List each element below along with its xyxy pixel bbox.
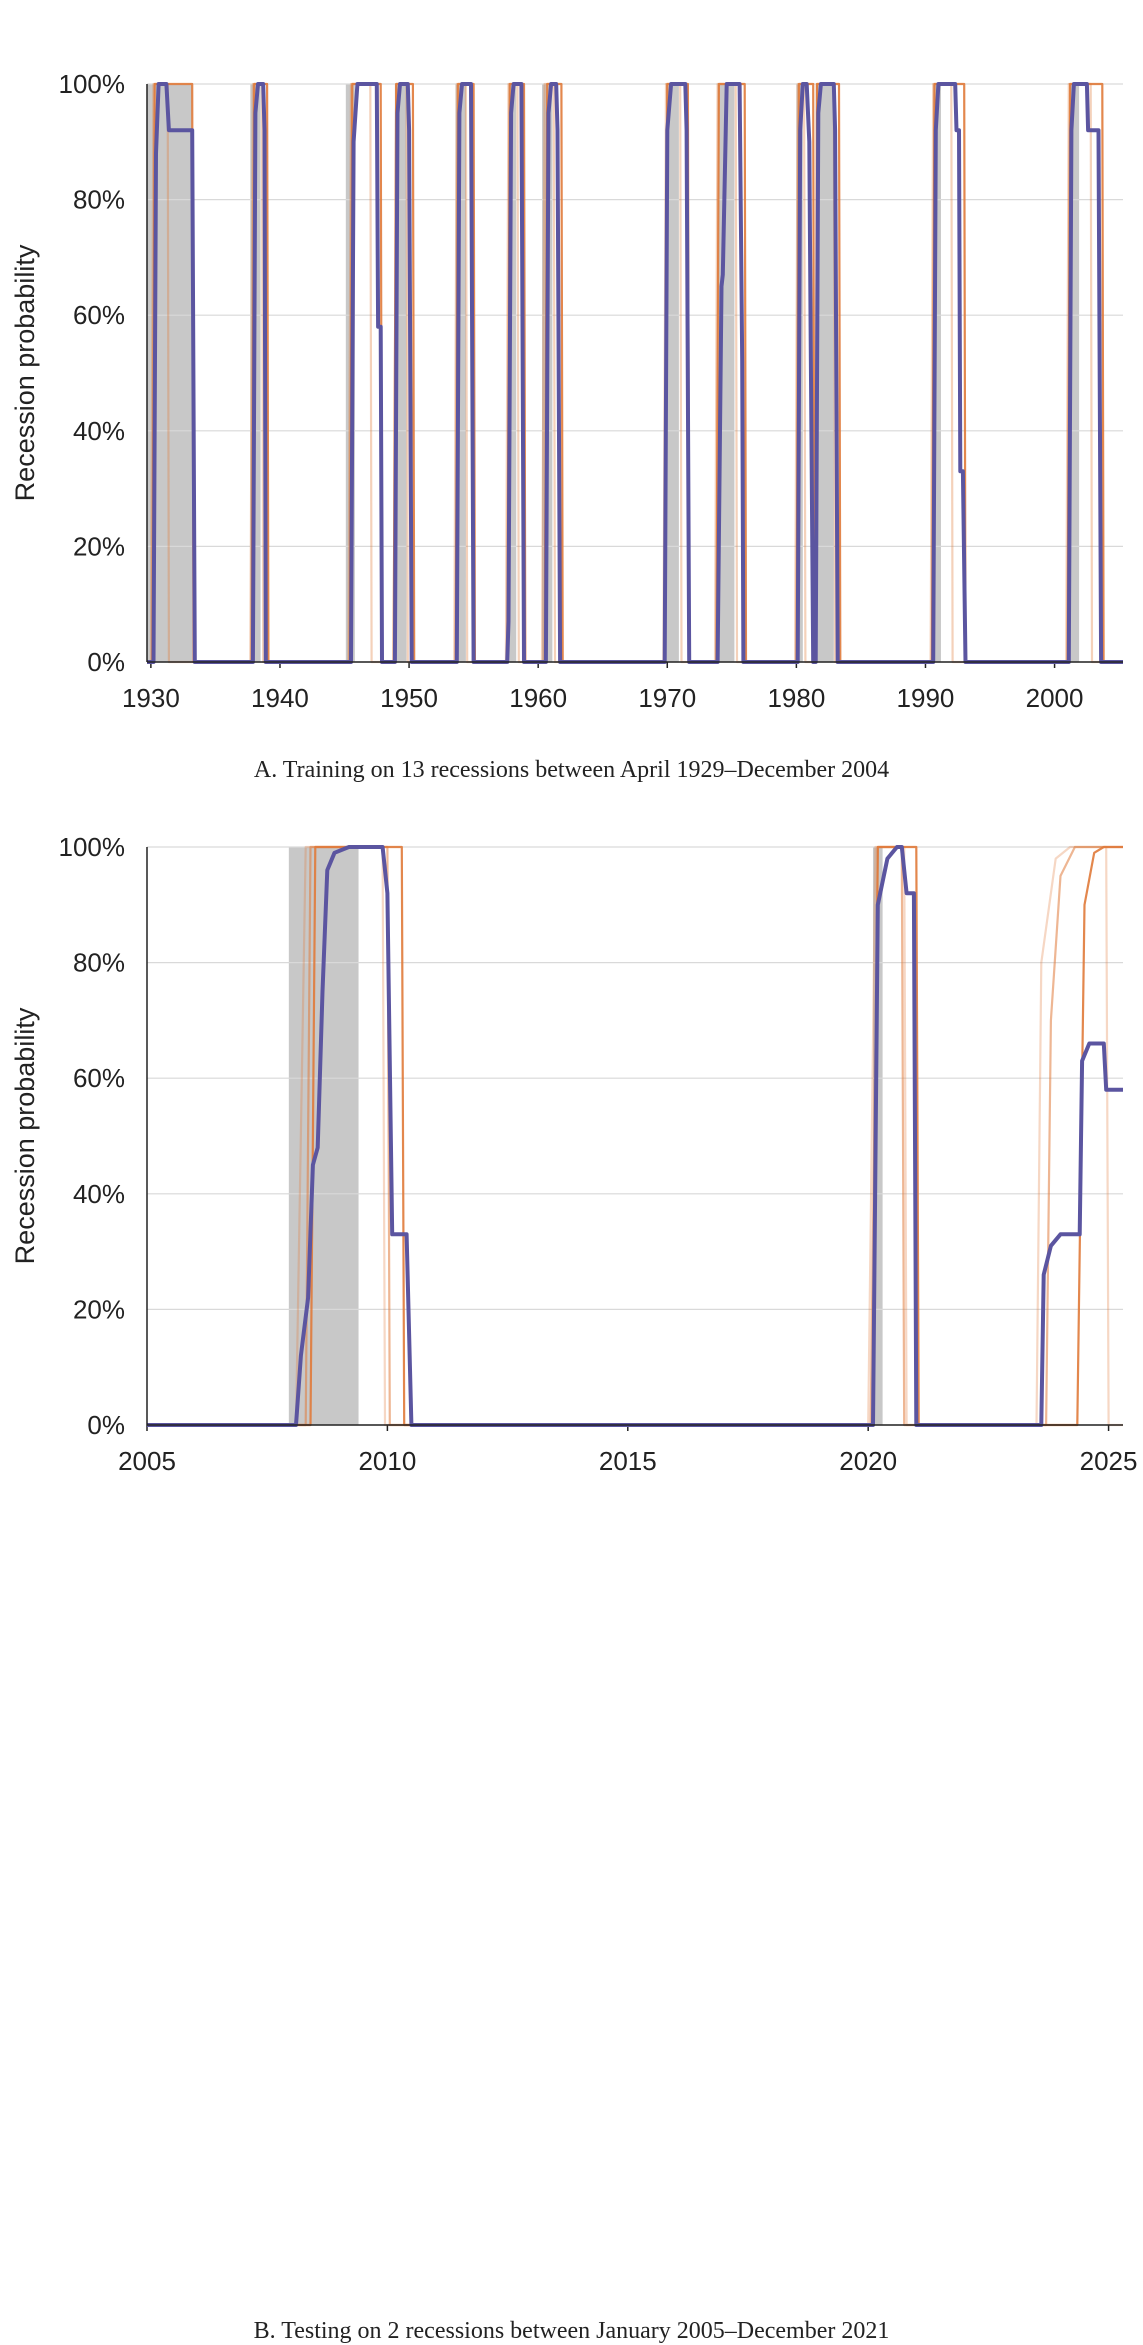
- x-tick-label: 1950: [380, 683, 438, 713]
- y-tick-label: 80%: [73, 185, 125, 215]
- x-tick-label: 1970: [638, 683, 696, 713]
- x-tick-label: 2000: [1026, 683, 1084, 713]
- y-tick-label: 100%: [59, 69, 126, 99]
- caption-a: A. Training on 13 recessions between Apr…: [253, 757, 890, 783]
- recession-band: [815, 84, 834, 662]
- x-tick-label: 2025: [1080, 1446, 1138, 1476]
- y-tick-label: 20%: [73, 1294, 125, 1324]
- y-tick-label: 60%: [73, 300, 125, 330]
- x-tick-label: 1930: [122, 683, 180, 713]
- x-tick-label: 1960: [509, 683, 567, 713]
- y-axis-label: Recession probability: [10, 1007, 40, 1264]
- y-tick-label: 0%: [87, 1410, 125, 1440]
- variant-probability-line: [147, 82, 1123, 664]
- y-tick-label: 100%: [59, 832, 126, 862]
- x-tick-label: 1990: [897, 683, 955, 713]
- y-tick-label: 0%: [87, 647, 125, 677]
- model-probability-line: [147, 82, 1123, 664]
- chart-a: 0% 20% 40% 60% 80% 100% 1930 1940 1950 1960 1970 19…: [10, 69, 1123, 713]
- recession-band: [455, 84, 466, 662]
- caption-b: B. Testing on 2 recessions between Janua…: [253, 2318, 890, 2344]
- recession-band: [508, 84, 517, 662]
- panel-b: 0% 20% 40% 60% 80% 100% 2005 2010 2015 2020 2025 Re…: [0, 800, 1143, 2344]
- x-tick-label: 2020: [839, 1446, 897, 1476]
- recession-band: [665, 84, 679, 662]
- y-tick-label: 20%: [73, 531, 125, 561]
- recession-band: [394, 84, 407, 662]
- chart-b: 0% 20% 40% 60% 80% 100% 2005 2010 2015 2020 2025 Re…: [10, 832, 1138, 1476]
- panel-a: 0% 20% 40% 60% 80% 100% 1930 1940 1950 1960 1970 19…: [0, 0, 1143, 800]
- recession-band: [872, 847, 883, 1425]
- y-tick-label: 60%: [73, 1063, 125, 1093]
- y-tick-label: 40%: [73, 416, 125, 446]
- x-tick-label: 2005: [118, 1446, 176, 1476]
- x-tick-label: 2010: [358, 1446, 416, 1476]
- model-probability-line: [147, 845, 1123, 1427]
- variant-probability-line: [147, 82, 1123, 664]
- recession-band: [933, 84, 941, 662]
- recession-band: [1070, 84, 1080, 662]
- y-axis-label: Recession probability: [10, 244, 40, 501]
- variant-probability-line: [147, 845, 1123, 1427]
- x-tick-label: 1940: [251, 683, 309, 713]
- y-tick-label: 40%: [73, 1179, 125, 1209]
- x-tick-label: 2015: [599, 1446, 657, 1476]
- y-tick-label: 80%: [73, 948, 125, 978]
- x-tick-label: 1980: [767, 683, 825, 713]
